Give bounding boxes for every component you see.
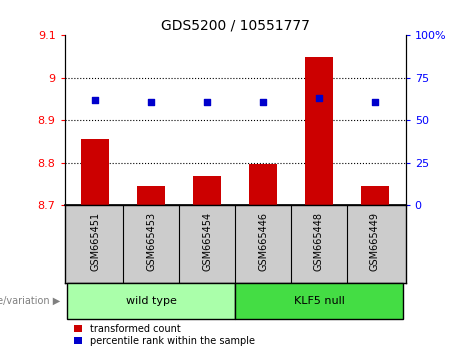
Text: GSM665453: GSM665453 [146, 212, 156, 271]
Text: wild type: wild type [126, 296, 177, 306]
Text: GSM665451: GSM665451 [90, 212, 100, 271]
Text: GSM665449: GSM665449 [370, 212, 380, 270]
Text: GSM665448: GSM665448 [314, 212, 324, 270]
Point [315, 96, 323, 101]
Point [203, 99, 211, 104]
Bar [137, 186, 165, 205]
Bar [249, 164, 277, 205]
Point [371, 99, 378, 104]
Point [260, 99, 267, 104]
Point [92, 97, 99, 103]
FancyBboxPatch shape [67, 283, 235, 319]
Text: GSM665454: GSM665454 [202, 212, 212, 271]
Title: GDS5200 / 10551777: GDS5200 / 10551777 [161, 19, 309, 33]
Bar [81, 139, 109, 205]
Bar [193, 176, 221, 205]
FancyBboxPatch shape [235, 283, 403, 319]
Legend: transformed count, percentile rank within the sample: transformed count, percentile rank withi… [74, 324, 254, 346]
Bar [305, 57, 333, 205]
Point [148, 99, 155, 104]
Text: genotype/variation ▶: genotype/variation ▶ [0, 296, 60, 306]
Bar [361, 186, 389, 205]
Text: KLF5 null: KLF5 null [294, 296, 344, 306]
Text: GSM665446: GSM665446 [258, 212, 268, 270]
